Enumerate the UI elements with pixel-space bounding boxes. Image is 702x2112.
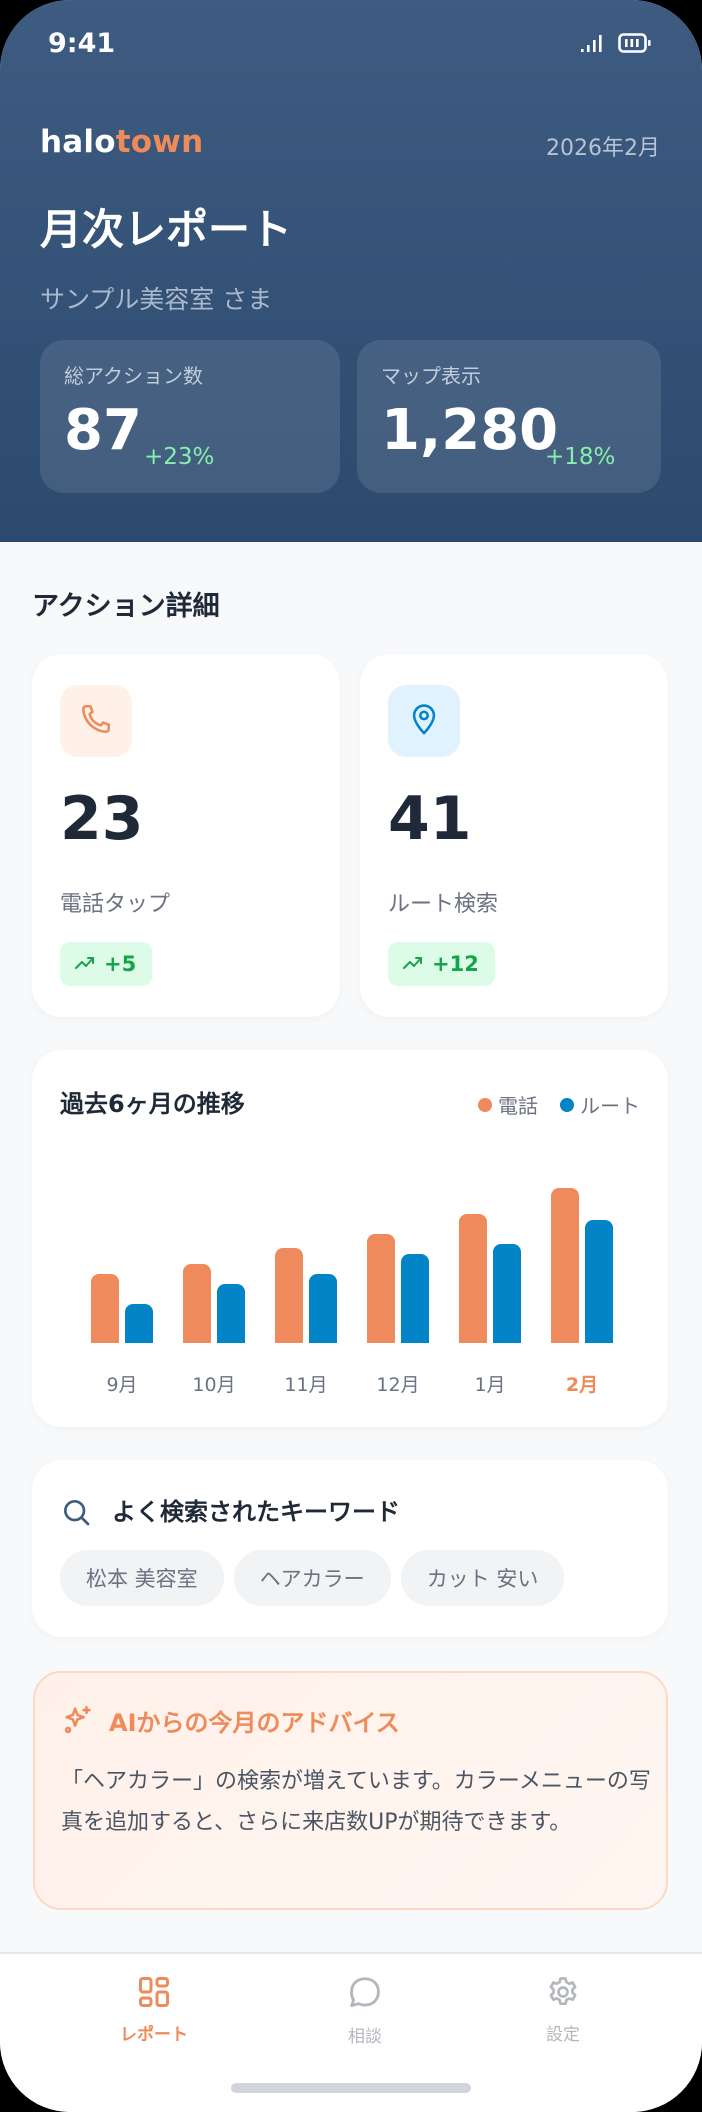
bar-route [585,1220,613,1343]
x-axis-label: 2月 [565,1374,599,1396]
sparkles-icon [61,1703,95,1741]
nav-item-settings[interactable]: 設定 [503,1974,623,2045]
action-card-route[interactable]: 41 ルート検索 +12 [360,654,668,1017]
legend-item-phone: 電話 [478,1090,538,1119]
home-indicator [231,2083,471,2093]
phone-icon [79,702,113,740]
stat-delta: +23% [144,444,215,470]
ai-advice-card: AIからの今月のアドバイス 「ヘアカラー」の検索が増えています。カラーメニューの… [33,1671,668,1910]
action-label: 電話タップ [60,892,171,917]
keywords-title: よく検索されたキーワード [112,1498,400,1526]
report-header: 9:41 halotown [0,0,702,542]
signal-icon [580,33,606,57]
page-title: 月次レポート [40,205,293,254]
map-pin-icon [407,702,441,740]
stat-label: 総アクション数 [64,364,203,388]
status-icons [580,32,652,58]
nav-label: レポート [120,2025,188,2045]
chat-bubble-icon [346,1974,384,2016]
logo-text-halo: halo [40,124,116,160]
x-axis-label: 1月 [474,1374,506,1396]
stat-value: 1,280 [381,398,559,463]
advice-title: AIからの今月のアドバイス [109,1709,400,1737]
bar-phone [551,1188,579,1343]
legend-label: 電話 [498,1094,538,1118]
x-axis-label: 12月 [376,1374,420,1396]
bar-phone [275,1248,303,1343]
phone-icon-box [60,685,132,757]
trending-up-icon [74,952,96,976]
action-count: 23 [60,784,144,854]
trend-badge: +12 [388,942,495,986]
bar-phone [91,1274,119,1343]
bar-group [91,1200,153,1343]
nav-label: 設定 [546,2025,580,2045]
stat-card-map-views[interactable]: マップ表示 1,280 +18% [357,340,661,493]
trending-up-icon [402,952,424,976]
keywords-card: よく検索されたキーワード 松本 美容室 ヘアカラー カット 安い [32,1460,668,1637]
x-axis-label: 10月 [192,1374,236,1396]
stat-delta: +18% [545,444,616,470]
stat-value: 87 [64,398,142,463]
legend-item-route: ルート [560,1090,640,1119]
chart-title: 過去6ヶ月の推移 [60,1090,245,1118]
bar-plot [91,1188,613,1343]
bar-group [183,1200,245,1343]
keyword-chip[interactable]: カット 安い [400,1550,565,1606]
action-count: 41 [388,784,472,854]
legend-dot-phone [478,1097,492,1112]
keyword-chip[interactable]: ヘアカラー [233,1550,391,1606]
chart-legend: 電話 ルート [478,1090,640,1119]
logo-text-town: town [115,124,204,160]
trend-chart-card: 過去6ヶ月の推移 電話 ルート 9月 10月 11月 12月 1月 2月 [32,1050,668,1427]
stat-card-total-actions[interactable]: 総アクション数 87 +23% [40,340,340,493]
x-axis-label: 9月 [106,1374,138,1396]
keyword-chip[interactable]: 松本 美容室 [60,1550,224,1606]
action-label: ルート検索 [388,892,499,917]
gear-icon [545,1974,581,2014]
bar-phone [367,1234,395,1343]
bar-route [125,1304,153,1343]
bar-route [309,1274,337,1343]
bar-route [217,1284,245,1343]
legend-dot-route [560,1097,574,1112]
bar-route [493,1244,521,1343]
bar-group [367,1200,429,1343]
bar-group [459,1200,521,1343]
nav-item-report[interactable]: レポート [94,1974,214,2045]
brand-logo: halotown [40,124,203,160]
shop-name: サンプル美容室 さま [40,285,273,314]
grid-icon [136,1974,172,2014]
stat-label: マップ表示 [381,364,481,388]
trend-value: +12 [432,952,479,976]
trend-value: +5 [104,952,137,976]
report-month: 2026年2月 [546,136,660,161]
bar-group [551,1188,613,1343]
bar-phone [459,1214,487,1343]
trend-badge: +5 [60,942,153,986]
legend-label: ルート [580,1094,640,1118]
nav-label: 相談 [348,2027,382,2047]
search-icon [60,1496,92,1532]
advice-text: 「ヘアカラー」の検索が増えています。カラーメニューの写真を追加すると、さらに来店… [61,1769,651,1835]
bar-group [275,1200,337,1343]
action-card-phone[interactable]: 23 電話タップ +5 [32,654,340,1017]
keyword-chips: 松本 美容室 ヘアカラー カット 安い [60,1550,565,1606]
bottom-nav: レポート 相談 設定 [0,1952,702,2112]
bar-phone [183,1264,211,1343]
nav-item-consult[interactable]: 相談 [305,1974,425,2047]
status-time: 9:41 [48,28,116,59]
x-axis-label: 11月 [284,1374,328,1396]
battery-icon [618,32,652,58]
section-title-actions: アクション詳細 [32,591,220,622]
bar-route [401,1254,429,1343]
map-pin-icon-box [388,685,460,757]
